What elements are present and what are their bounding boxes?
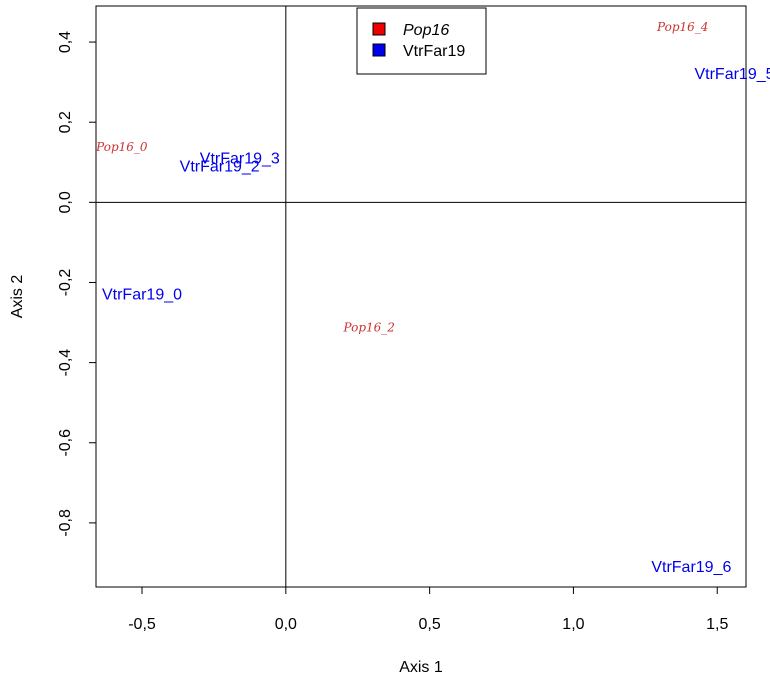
y-tick-label: -0,2 xyxy=(57,269,74,297)
legend-swatch xyxy=(372,43,386,57)
point-label: VtrFar19_5 xyxy=(694,66,770,83)
point-label: VtrFar19_3 xyxy=(200,150,280,167)
reference-lines xyxy=(96,6,746,587)
legend-label: Pop16 xyxy=(403,22,449,39)
point-label: VtrFar19_6 xyxy=(651,559,731,576)
point-label: Pop16_0 xyxy=(95,140,148,154)
y-tick-label: -0,8 xyxy=(57,509,74,537)
x-tick-label: -0,5 xyxy=(128,616,156,633)
legend-label: VtrFar19 xyxy=(403,43,465,60)
y-tick-label: 0,0 xyxy=(57,191,74,213)
x-tick-label: 0,5 xyxy=(419,616,441,633)
point-label: Pop16_4 xyxy=(656,20,708,34)
y-tick-label: 0,2 xyxy=(57,111,74,133)
legend-box xyxy=(356,7,487,75)
point-labels: Pop16_0 Pop16_2 Pop16_4 VtrFar19_0 VtrFar19_… xyxy=(95,20,770,576)
plot-frame xyxy=(95,5,747,588)
point-label: VtrFar19_2 xyxy=(180,158,260,175)
point-label: Pop16_2 xyxy=(343,321,395,335)
x-axis-title: Axis 1 xyxy=(399,659,443,676)
point-label: VtrFar19_0 xyxy=(102,286,182,303)
x-tick-label: 1,5 xyxy=(706,616,728,633)
y-tick-label: -0,6 xyxy=(57,429,74,457)
y-tick-label: 0,4 xyxy=(57,31,74,53)
legend: Pop16 VtrFar19 xyxy=(356,7,487,75)
y-axis-title: Axis 2 xyxy=(9,275,26,319)
y-tick-label: -0,4 xyxy=(57,349,74,377)
x-tick-label: 1,0 xyxy=(562,616,584,633)
x-tick-label: 0,0 xyxy=(275,616,297,633)
legend-swatch xyxy=(372,22,386,36)
tick-labels: -0,5 0,0 0,5 1,0 1,5 -0,8 -0,6 -0,4 -0,2 0,0 0,2 0,… xyxy=(57,31,728,633)
tick-marks xyxy=(89,41,718,594)
